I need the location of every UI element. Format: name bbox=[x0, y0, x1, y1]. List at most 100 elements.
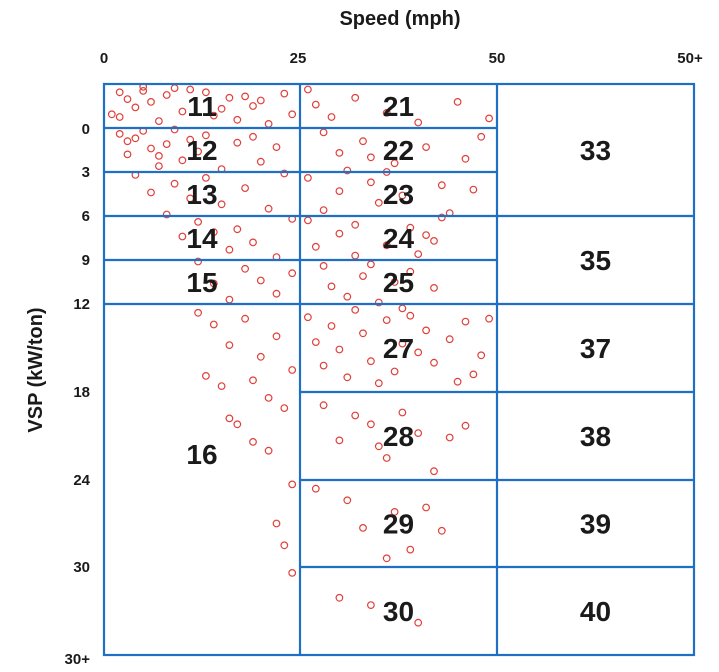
data-point bbox=[422, 231, 431, 240]
data-point bbox=[186, 85, 195, 94]
data-point bbox=[264, 446, 273, 455]
data-point bbox=[225, 245, 234, 254]
data-point bbox=[461, 154, 470, 163]
data-point bbox=[123, 95, 132, 103]
data-point bbox=[311, 484, 320, 493]
data-point bbox=[154, 162, 163, 171]
bin-label-40: 40 bbox=[580, 596, 611, 627]
data-point bbox=[343, 292, 352, 301]
data-point bbox=[311, 242, 320, 251]
data-point bbox=[264, 394, 273, 402]
bin-label-14: 14 bbox=[186, 223, 218, 254]
data-point bbox=[335, 345, 344, 354]
data-point bbox=[430, 467, 438, 476]
y-tick-label: 9 bbox=[82, 252, 90, 269]
data-point bbox=[359, 137, 367, 146]
y-tick-label: 24 bbox=[73, 472, 90, 489]
data-point bbox=[319, 401, 328, 410]
data-point bbox=[374, 298, 383, 307]
data-point bbox=[194, 217, 203, 226]
bin-label-39: 39 bbox=[580, 509, 611, 540]
data-point bbox=[437, 526, 446, 535]
data-point bbox=[241, 264, 250, 273]
data-point bbox=[335, 593, 344, 602]
data-point bbox=[194, 257, 203, 266]
bin-label-23: 23 bbox=[383, 179, 414, 210]
data-point bbox=[485, 114, 494, 123]
data-point bbox=[414, 618, 423, 627]
x-tick-labels: 0 25 50 50+ bbox=[100, 50, 703, 67]
x-axis-title: Speed (mph) bbox=[339, 8, 460, 30]
data-point bbox=[406, 311, 415, 320]
data-point bbox=[343, 166, 352, 175]
data-point bbox=[422, 143, 431, 152]
data-point bbox=[335, 436, 344, 445]
data-point bbox=[288, 269, 297, 278]
bin-label-21: 21 bbox=[383, 91, 414, 122]
data-point bbox=[272, 519, 281, 528]
data-point bbox=[249, 132, 257, 141]
data-point bbox=[390, 159, 399, 168]
bin-label-28: 28 bbox=[383, 421, 414, 452]
data-point bbox=[201, 173, 210, 182]
data-point bbox=[335, 148, 344, 157]
bin-label-11: 11 bbox=[187, 91, 217, 122]
data-point bbox=[382, 108, 391, 117]
data-point bbox=[367, 153, 375, 162]
data-point bbox=[217, 382, 226, 391]
x-tick-label: 0 bbox=[100, 50, 108, 67]
data-point bbox=[335, 187, 344, 196]
data-point bbox=[327, 113, 336, 121]
data-point bbox=[139, 86, 148, 95]
y-axis-title: VSP (kW/ton) bbox=[25, 307, 47, 432]
data-point bbox=[115, 88, 124, 97]
data-point bbox=[390, 367, 399, 376]
data-point bbox=[406, 223, 415, 232]
data-point bbox=[414, 348, 423, 357]
data-point bbox=[453, 97, 462, 106]
data-point bbox=[367, 178, 375, 187]
data-point bbox=[367, 601, 375, 609]
data-point bbox=[437, 213, 446, 222]
data-point bbox=[201, 131, 210, 140]
data-point bbox=[225, 295, 234, 304]
bin-label-16: 16 bbox=[186, 439, 217, 470]
data-point bbox=[461, 317, 470, 326]
bin-label-30: 30 bbox=[383, 596, 414, 627]
data-point bbox=[422, 503, 431, 512]
data-point bbox=[170, 179, 179, 188]
data-point bbox=[241, 184, 250, 193]
data-point bbox=[209, 279, 218, 288]
data-point bbox=[280, 404, 289, 413]
data-point bbox=[304, 216, 312, 225]
y-tick-label: 30+ bbox=[65, 651, 91, 668]
data-point bbox=[147, 188, 155, 197]
bin-label-24: 24 bbox=[383, 223, 415, 254]
data-point bbox=[201, 372, 210, 380]
data-point bbox=[319, 128, 328, 137]
data-point bbox=[217, 104, 226, 113]
data-point bbox=[241, 92, 250, 101]
data-point bbox=[398, 304, 407, 313]
y-tick-label: 6 bbox=[82, 208, 90, 225]
data-point bbox=[304, 313, 312, 322]
data-point bbox=[414, 118, 423, 127]
y-tick-label: 30 bbox=[73, 559, 90, 576]
data-point bbox=[382, 316, 391, 325]
data-point bbox=[178, 156, 187, 165]
data-point bbox=[445, 335, 454, 344]
data-point bbox=[414, 250, 423, 259]
data-point bbox=[154, 117, 163, 125]
data-point bbox=[319, 262, 328, 270]
data-point bbox=[280, 89, 289, 98]
data-point bbox=[351, 411, 360, 420]
data-point bbox=[264, 204, 273, 213]
data-point bbox=[382, 454, 391, 462]
data-point bbox=[217, 200, 226, 209]
data-point bbox=[194, 147, 203, 156]
data-point bbox=[351, 251, 360, 260]
data-point bbox=[131, 134, 140, 143]
data-point bbox=[359, 329, 367, 338]
data-point bbox=[170, 84, 179, 92]
